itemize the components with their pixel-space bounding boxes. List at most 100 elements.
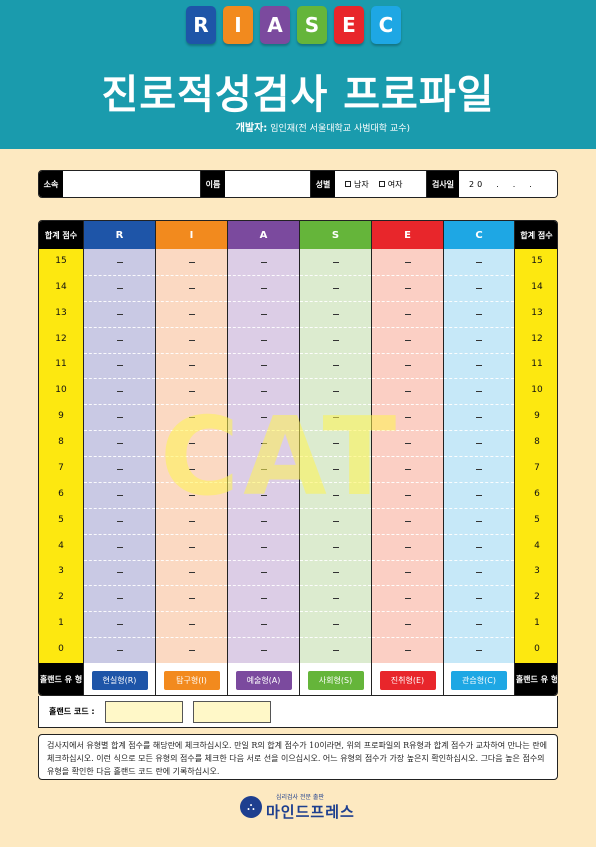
type-score-area-s[interactable]	[300, 249, 371, 663]
score-mark[interactable]	[260, 313, 267, 315]
score-mark[interactable]	[404, 287, 411, 289]
score-mark[interactable]	[476, 417, 482, 419]
score-mark[interactable]	[404, 365, 411, 367]
score-mark[interactable]	[188, 313, 195, 315]
score-mark[interactable]	[188, 546, 195, 548]
score-mark[interactable]	[404, 468, 411, 470]
score-mark[interactable]	[332, 313, 339, 315]
score-mark[interactable]	[188, 339, 195, 341]
type-score-area-i[interactable]	[156, 249, 227, 663]
score-mark[interactable]	[260, 391, 267, 393]
score-mark[interactable]	[476, 365, 482, 367]
score-mark[interactable]	[332, 443, 339, 445]
score-mark[interactable]	[476, 650, 482, 652]
score-mark[interactable]	[332, 546, 339, 548]
affiliation-field[interactable]	[63, 171, 201, 197]
type-score-area-r[interactable]	[84, 249, 155, 663]
score-mark[interactable]	[116, 520, 123, 522]
score-mark[interactable]	[260, 598, 267, 600]
score-mark[interactable]	[260, 650, 267, 652]
score-mark[interactable]	[116, 417, 123, 419]
score-mark[interactable]	[188, 572, 195, 574]
holland-code-box-1[interactable]	[104, 700, 183, 723]
score-mark[interactable]	[116, 494, 123, 496]
score-mark[interactable]	[116, 624, 123, 626]
score-mark[interactable]	[188, 468, 195, 470]
score-mark[interactable]	[260, 443, 267, 445]
score-mark[interactable]	[188, 624, 195, 626]
score-mark[interactable]	[404, 494, 411, 496]
score-mark[interactable]	[476, 468, 482, 470]
score-mark[interactable]	[332, 261, 339, 263]
score-mark[interactable]	[404, 391, 411, 393]
score-mark[interactable]	[332, 650, 339, 652]
score-mark[interactable]	[332, 624, 339, 626]
score-mark[interactable]	[116, 572, 123, 574]
score-mark[interactable]	[404, 261, 411, 263]
score-mark[interactable]	[404, 624, 411, 626]
score-mark[interactable]	[332, 572, 339, 574]
score-mark[interactable]	[116, 365, 123, 367]
score-mark[interactable]	[332, 494, 339, 496]
score-mark[interactable]	[404, 520, 411, 522]
score-mark[interactable]	[404, 417, 411, 419]
score-mark[interactable]	[188, 417, 195, 419]
score-mark[interactable]	[332, 391, 339, 393]
score-mark[interactable]	[404, 313, 411, 315]
score-mark[interactable]	[260, 468, 267, 470]
score-mark[interactable]	[476, 261, 482, 263]
score-mark[interactable]	[332, 520, 339, 522]
score-mark[interactable]	[188, 287, 195, 289]
male-checkbox[interactable]	[345, 181, 351, 187]
score-mark[interactable]	[404, 546, 411, 548]
score-mark[interactable]	[260, 572, 267, 574]
score-mark[interactable]	[332, 417, 339, 419]
score-mark[interactable]	[260, 339, 267, 341]
score-mark[interactable]	[404, 650, 411, 652]
score-mark[interactable]	[116, 287, 123, 289]
score-mark[interactable]	[260, 287, 267, 289]
score-mark[interactable]	[260, 365, 267, 367]
score-mark[interactable]	[188, 443, 195, 445]
score-mark[interactable]	[476, 624, 482, 626]
score-mark[interactable]	[476, 339, 482, 341]
score-mark[interactable]	[188, 494, 195, 496]
score-mark[interactable]	[476, 572, 482, 574]
score-mark[interactable]	[188, 391, 195, 393]
female-checkbox[interactable]	[378, 181, 385, 187]
score-mark[interactable]	[476, 494, 482, 496]
score-mark[interactable]	[476, 313, 482, 315]
score-mark[interactable]	[116, 443, 123, 445]
score-mark[interactable]	[116, 650, 123, 652]
date-field[interactable]: 20 . . .	[459, 171, 557, 197]
score-mark[interactable]	[116, 261, 123, 263]
score-mark[interactable]	[476, 598, 482, 600]
score-mark[interactable]	[260, 417, 267, 419]
score-mark[interactable]	[476, 391, 482, 393]
score-mark[interactable]	[476, 287, 482, 289]
holland-code-box-2[interactable]	[192, 700, 271, 723]
score-mark[interactable]	[404, 598, 411, 600]
score-mark[interactable]	[188, 598, 195, 600]
score-mark[interactable]	[188, 365, 195, 367]
score-mark[interactable]	[116, 339, 123, 341]
score-mark[interactable]	[476, 520, 482, 522]
score-mark[interactable]	[404, 443, 411, 445]
score-mark[interactable]	[116, 391, 123, 393]
score-mark[interactable]	[476, 546, 482, 548]
name-field[interactable]	[225, 171, 311, 197]
score-mark[interactable]	[188, 261, 195, 263]
score-mark[interactable]	[404, 572, 411, 574]
score-mark[interactable]	[332, 598, 339, 600]
score-mark[interactable]	[332, 287, 339, 289]
score-mark[interactable]	[260, 494, 267, 496]
score-mark[interactable]	[260, 546, 267, 548]
type-score-area-e[interactable]	[372, 249, 443, 663]
score-mark[interactable]	[116, 546, 123, 548]
type-score-area-c[interactable]	[444, 249, 514, 663]
score-mark[interactable]	[260, 624, 267, 626]
score-mark[interactable]	[260, 261, 267, 263]
score-mark[interactable]	[188, 650, 195, 652]
score-mark[interactable]	[332, 468, 339, 470]
score-mark[interactable]	[116, 598, 123, 600]
